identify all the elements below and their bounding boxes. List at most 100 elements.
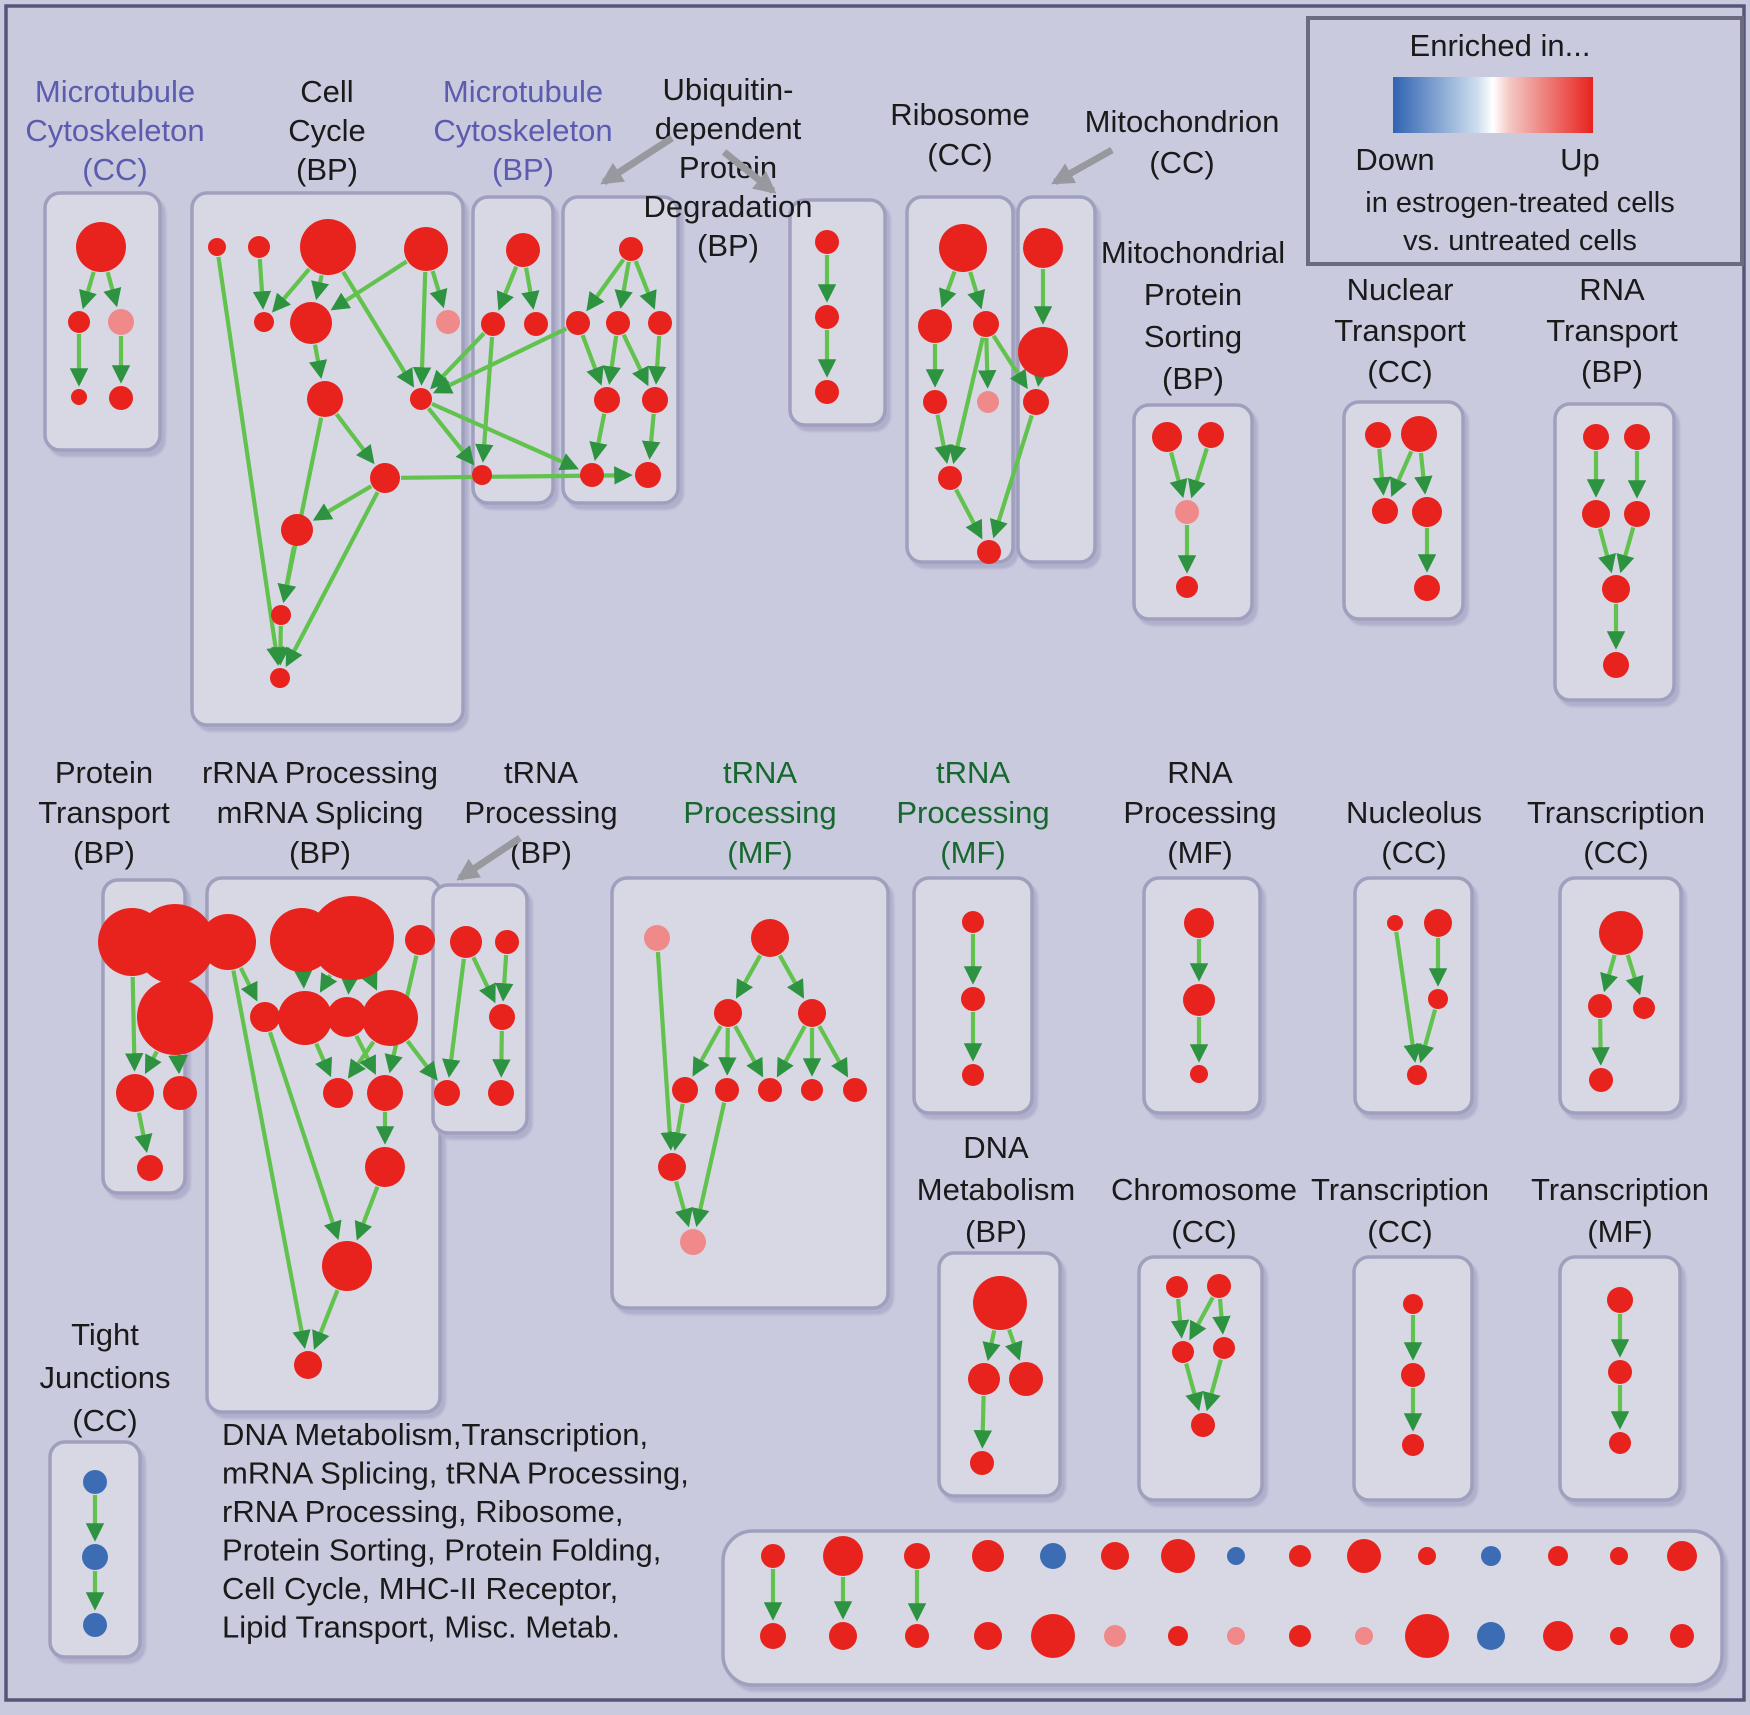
edge-arrow: [405, 1039, 438, 1081]
edge-arrow: [934, 414, 953, 464]
edge-arrow: [1031, 367, 1050, 387]
edge-arrow: [977, 337, 997, 389]
edge-arrow: [271, 625, 290, 666]
edge-arrow: [1202, 1359, 1223, 1412]
edge-arrow: [216, 256, 285, 666]
go-term-node: [294, 1351, 322, 1379]
edge-arrow: [231, 970, 311, 1349]
edge-arrow: [602, 335, 621, 385]
go-term-node: [1428, 989, 1448, 1009]
cluster-label-rna-proc-mf: RNA Processing (MF): [1123, 755, 1276, 870]
edge-arrow: [991, 334, 1028, 390]
cluster-label-microtubule-bp: Microtubule Cytoskeleton (BP): [433, 74, 612, 187]
cluster-label-chromosome: Chromosome (CC): [1111, 1172, 1297, 1249]
go-term-node: [973, 1276, 1027, 1330]
go-term-node: [405, 925, 435, 955]
go-term-node: [1365, 422, 1391, 448]
go-term-node: [322, 1241, 372, 1291]
go-term-node: [1372, 498, 1398, 524]
cluster-box-chromosome: [1137, 1255, 1264, 1502]
go-term-node: [108, 309, 134, 335]
strip-bottom-node: [1031, 1614, 1075, 1658]
go-term-node: [434, 1080, 460, 1106]
go-term-node: [310, 896, 394, 980]
strip-bottom-node: [905, 1624, 929, 1648]
go-term-node: [815, 230, 839, 254]
go-term-node: [109, 386, 133, 410]
collapsed-clusters-note-line: mRNA Splicing, tRNA Processing,: [222, 1456, 689, 1491]
edge-arrow: [268, 1031, 342, 1241]
go-term-node: [135, 904, 215, 984]
cluster-label-transcription-cc-bot: Transcription (CC): [1311, 1172, 1489, 1249]
edge-arrow: [1625, 954, 1644, 996]
cluster-label-trna-mf-2: tRNA Processing (MF): [896, 755, 1049, 870]
go-term-node: [1624, 424, 1650, 450]
go-term-node: [619, 237, 643, 261]
strip-bottom-node: [1543, 1621, 1573, 1651]
strip-bottom-node: [974, 1622, 1002, 1650]
edge-arrow: [271, 267, 311, 313]
edge-arrow: [412, 271, 432, 386]
go-term-node: [1583, 424, 1609, 450]
cluster-label-protein-transport: Protein Transport (BP): [38, 755, 170, 870]
edge-arrow: [989, 414, 1034, 539]
go-term-node: [1582, 500, 1610, 528]
go-term-node: [606, 311, 630, 335]
go-term-node: [939, 224, 987, 272]
go-term-node: [278, 991, 332, 1045]
go-term-node: [1176, 576, 1198, 598]
edge-arrow: [492, 1030, 511, 1078]
go-term-node: [1588, 994, 1612, 1018]
cluster-label-mitochondrion: Mitochondrion (CC): [1085, 104, 1280, 180]
edge-arrow: [354, 1034, 377, 1075]
edge-arrow: [1372, 448, 1392, 496]
edge-arrow: [285, 491, 380, 668]
go-term-node: [1023, 389, 1049, 415]
legend-subtitle-2: vs. untreated cells: [1403, 225, 1637, 257]
go-term-node: [83, 1470, 107, 1494]
go-term-node: [1190, 1065, 1208, 1083]
edge-arrow: [238, 967, 258, 1002]
go-term-node: [923, 390, 947, 414]
edge-arrow: [1189, 1296, 1215, 1341]
go-term-node: [137, 1155, 163, 1181]
collapsed-clusters-note-line: Cell Cycle, MHC-II Receptor,: [222, 1571, 618, 1606]
go-term-node: [715, 1078, 739, 1102]
edge-arrow: [1591, 1018, 1610, 1066]
edge-arrow: [614, 261, 633, 309]
go-term-node: [436, 310, 460, 334]
edge-arrow: [647, 335, 667, 385]
go-term-node: [642, 387, 668, 413]
legend-up-label: Up: [1560, 142, 1600, 177]
strip-bottom-node: [1289, 1625, 1311, 1647]
mitochondrion-pointer-arrow-icon: [1051, 146, 1114, 186]
cluster-label-mito-sorting: Mitochondrial Protein Sorting (BP): [1101, 235, 1285, 396]
go-term-node: [300, 219, 356, 275]
go-term-node: [410, 388, 432, 410]
cluster-label-trna-bp: tRNA Processing (BP): [464, 755, 617, 870]
strip-bottom-node: [1168, 1626, 1188, 1646]
go-term-node: [962, 1064, 984, 1086]
strip-top-node: [1161, 1539, 1195, 1573]
edge-arrow: [586, 258, 626, 312]
go-term-node: [801, 1079, 823, 1101]
edge-arrow: [79, 271, 97, 310]
strip-box: [721, 1529, 1724, 1687]
go-term-node: [1403, 1294, 1423, 1314]
edge-arrow: [1414, 452, 1433, 495]
collapsed-clusters-note-line: rRNA Processing, Ribosome,: [222, 1494, 623, 1529]
edge-arrow: [312, 484, 373, 521]
go-term-node: [71, 389, 87, 405]
strip-top-node: [1667, 1541, 1697, 1571]
edge-arrow: [733, 1025, 764, 1078]
go-term-node: [506, 233, 540, 267]
edge-arrow: [1170, 1298, 1190, 1339]
go-term-node: [1009, 1362, 1043, 1396]
go-term-node: [1599, 911, 1643, 955]
go-term-node: [968, 1363, 1000, 1395]
go-term-node: [1172, 1341, 1194, 1363]
cluster-label-microtubule-cc: Microtubule Cytoskeleton (CC): [25, 74, 204, 187]
go-term-node: [594, 387, 620, 413]
edges: [69, 255, 1647, 1622]
